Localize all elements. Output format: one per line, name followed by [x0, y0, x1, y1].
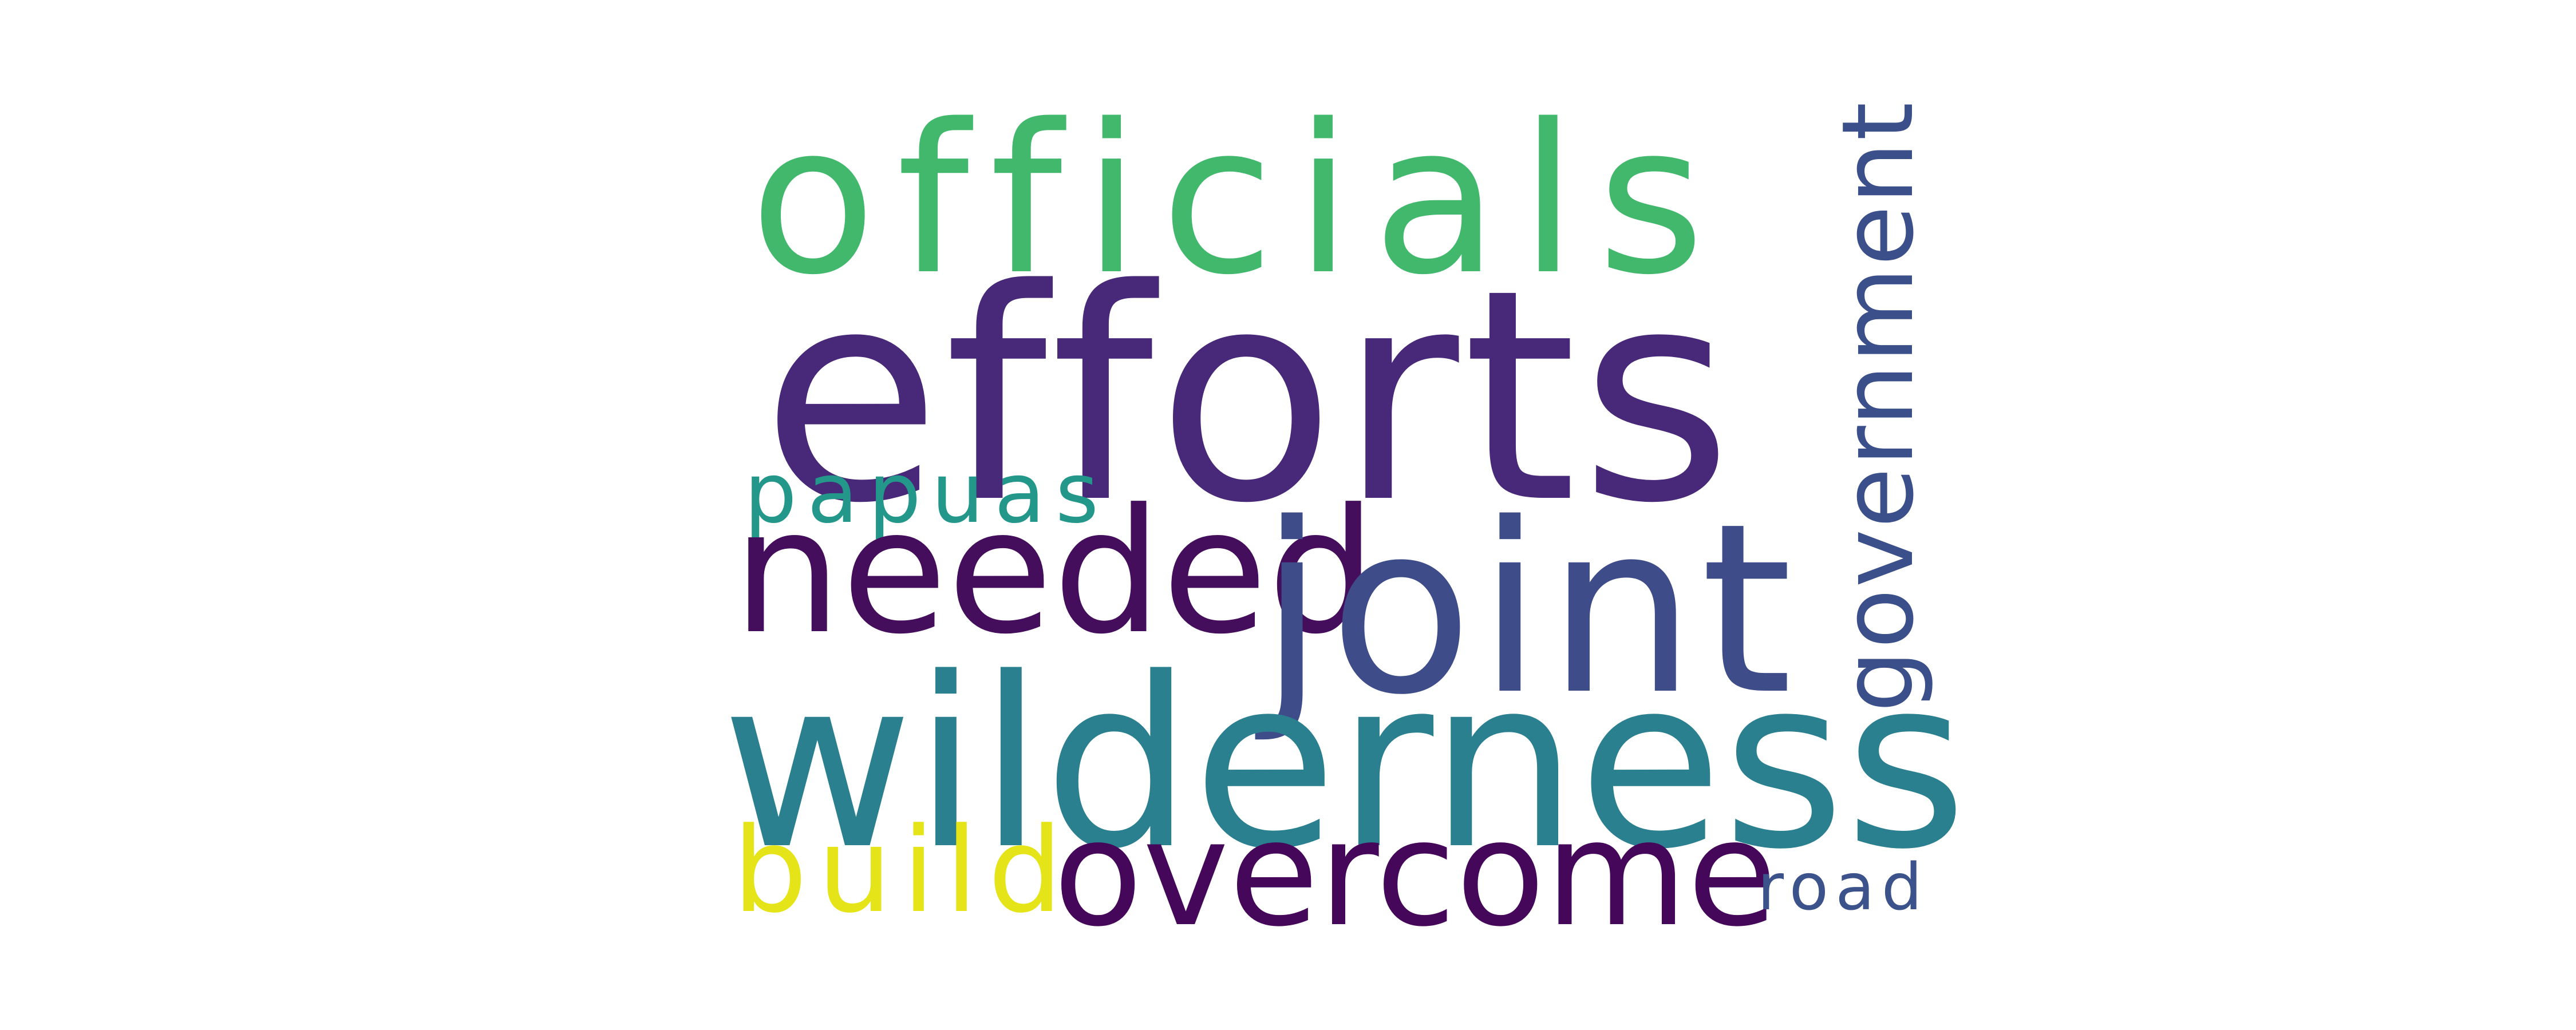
word-build: build [733, 803, 1073, 939]
word-papuas: papuas [744, 445, 1109, 542]
word-road: road [1757, 850, 1929, 925]
word-officials: officials [750, 80, 1725, 320]
word-efforts: efforts [761, 228, 1736, 567]
word-wilderness: wilderness [721, 627, 1967, 901]
word-government: government [1820, 101, 1935, 712]
word-needed: needed [733, 472, 1377, 672]
word-joint: joint [1259, 473, 1797, 746]
word-overcome: overcome [1053, 789, 1777, 959]
